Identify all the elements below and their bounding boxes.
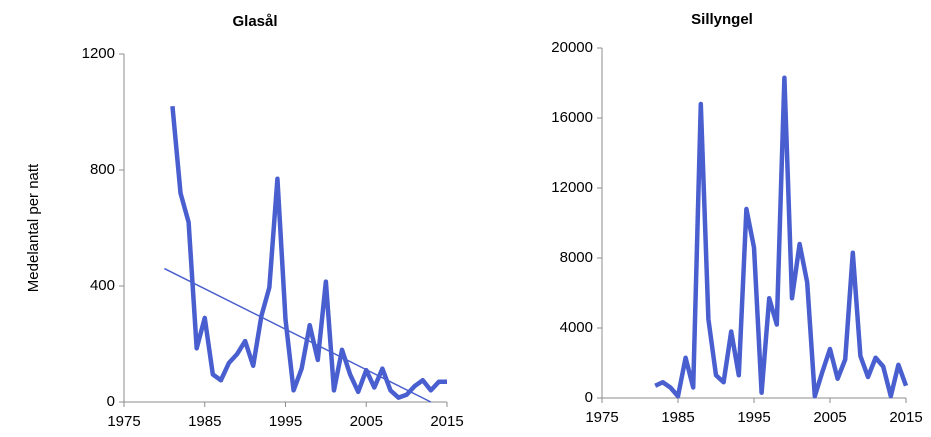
- data-line: [654, 75, 909, 399]
- x-tick-label: 2005: [350, 413, 383, 430]
- y-tick-label: 800: [90, 161, 115, 178]
- y-tick-label: 400: [90, 277, 115, 294]
- y-tick-label: 12000: [551, 179, 593, 196]
- y-tick-label: 0: [107, 393, 115, 410]
- x-tick-label: 1995: [737, 409, 770, 426]
- x-tick-label: 1995: [269, 413, 302, 430]
- chart-title: Sillyngel: [691, 11, 753, 28]
- y-tick-label: 16000: [551, 109, 593, 126]
- y-axis-label: Medelantal per natt: [25, 163, 42, 292]
- chart-title: Glasål: [232, 13, 277, 30]
- x-tick-label: 1985: [188, 413, 221, 430]
- y-tick-label: 4000: [560, 319, 593, 336]
- x-tick-label: 2015: [889, 409, 922, 426]
- x-tick-label: 1975: [107, 413, 140, 430]
- data-line: [170, 105, 447, 400]
- x-tick-label: 1985: [661, 409, 694, 426]
- y-tick-label: 0: [585, 389, 593, 406]
- y-tick-label: 20000: [551, 39, 593, 56]
- x-tick-label: 1975: [585, 409, 618, 426]
- y-tick-label: 8000: [560, 249, 593, 266]
- x-tick-label: 2015: [430, 413, 463, 430]
- x-tick-label: 2005: [813, 409, 846, 426]
- y-tick-label: 1200: [82, 45, 115, 62]
